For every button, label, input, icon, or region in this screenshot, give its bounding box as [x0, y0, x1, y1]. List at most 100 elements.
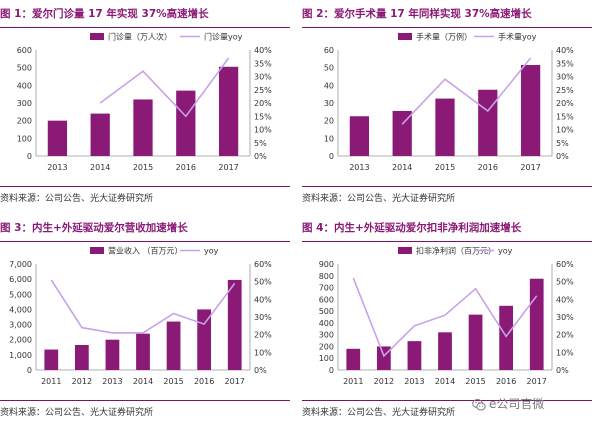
chart-1: 门诊量（万人次） 门诊量yoy 0 100 200 300 400 500 600 0% 5% 10%… — [17, 32, 272, 173]
y-tick-right: 25% — [254, 86, 272, 95]
y-tick-right: 20% — [556, 331, 574, 340]
legend-swatch-bar — [90, 33, 104, 40]
bar — [520, 65, 541, 156]
y-tick-left: 0 — [27, 366, 32, 375]
y-tick-left: 20 — [324, 117, 334, 126]
legend: 营业收入 （百万元） yoy — [90, 246, 219, 256]
bar — [74, 345, 89, 370]
bar — [176, 90, 196, 156]
chart-source: 资料来源：公司公告、光大证券研究所 — [0, 408, 154, 418]
chart-3: 营业收入 （百万元） yoy 0 1,000 2,000 3,000 4,000 5,000 6… — [9, 246, 272, 387]
y-tick-left: 400 — [319, 319, 334, 328]
chart-title: 图 1：爱尔门诊量 17 年实现 37%高速增长 — [0, 8, 209, 20]
y-tick-right: 30% — [254, 313, 272, 322]
y-tick-right: 5% — [254, 139, 267, 148]
x-tick-label: 2014 — [435, 377, 455, 386]
y-tick-right: 40% — [556, 46, 574, 55]
x-tick-label: 2017 — [225, 377, 245, 386]
y-tick-right: 0% — [556, 152, 569, 161]
y-tick-left: 600 — [319, 295, 334, 304]
y-tick-left: 1,000 — [9, 351, 32, 360]
x-tick-label: 2012 — [374, 377, 394, 386]
y-tick-right: 0% — [556, 366, 569, 375]
x-tick-label: 2013 — [102, 377, 122, 386]
y-tick-right: 40% — [254, 295, 272, 304]
legend-swatch-bar — [398, 247, 412, 254]
series-line-yoy — [401, 57, 532, 125]
y-tick-right: 35% — [254, 59, 272, 68]
y-tick-left: 300 — [17, 99, 32, 108]
y-tick-left: 3,000 — [9, 321, 32, 330]
series-line-yoy — [99, 57, 230, 118]
bar — [376, 346, 391, 370]
y-tick-right: 60% — [254, 260, 272, 269]
y-tick-left: 200 — [319, 342, 334, 351]
chart-panel-2: 图 2：爱尔手术量 17 年同样实现 37%高速增长 手术量（万例） 手术量yoy… — [302, 0, 592, 213]
y-tick-right: 30% — [556, 73, 574, 82]
x-tick-label: 2017 — [520, 163, 540, 172]
y-tick-right: 10% — [556, 348, 574, 357]
y-tick-right: 20% — [556, 99, 574, 108]
y-tick-left: 500 — [17, 64, 32, 73]
legend-label-bar: 门诊量（万人次） — [108, 32, 172, 42]
bar — [90, 113, 110, 156]
legend-label-line: yoy — [204, 247, 219, 256]
chart-title: 图 3：内生+外延驱动爱尔营收加速增长 — [0, 222, 188, 234]
x-tick-label: 2016 — [478, 163, 498, 172]
x-tick-label: 2013 — [47, 163, 67, 172]
chart-title: 图 4：内生+外延驱动爱尔扣非净利润加速增长 — [302, 222, 522, 234]
x-tick-label: 2016 — [496, 377, 516, 386]
legend: 门诊量（万人次） 门诊量yoy — [90, 32, 243, 42]
chart-panel-1: 图 1：爱尔门诊量 17 年实现 37%高速增长 门诊量（万人次） 门诊量yoy 0… — [0, 0, 290, 213]
bar — [499, 305, 514, 370]
y-tick-left: 2,000 — [9, 336, 32, 345]
x-tick-label: 2016 — [176, 163, 196, 172]
title-rule — [0, 241, 290, 242]
x-tick-label: 2014 — [90, 163, 110, 172]
bar — [438, 332, 452, 370]
x-tick-label: 2015 — [163, 377, 183, 386]
wechat-icon — [472, 398, 486, 410]
watermark: e公司官微 — [472, 395, 544, 412]
x-tick-label: 2015 — [465, 377, 485, 386]
x-tick-label: 2011 — [343, 377, 363, 386]
legend: 手术量（万例） 手术量yoy — [398, 32, 537, 42]
y-tick-left: 500 — [319, 307, 334, 316]
legend: 扣非净利润（百万元） yoy — [398, 246, 513, 256]
legend-label-bar: 营业收入 （百万元） — [108, 246, 183, 256]
bar — [136, 333, 150, 370]
y-tick-left: 4,000 — [9, 305, 32, 314]
x-tick-label: 2013 — [404, 377, 424, 386]
watermark-text: e公司官微 — [489, 397, 545, 411]
bar — [346, 348, 361, 370]
y-tick-right: 10% — [556, 126, 574, 135]
y-tick-right: 10% — [254, 348, 272, 357]
y-tick-left: 40 — [324, 81, 334, 90]
bar — [435, 98, 455, 156]
y-tick-right: 50% — [254, 278, 272, 287]
x-tick-label: 2013 — [349, 163, 369, 172]
y-tick-left: 6,000 — [9, 275, 32, 284]
y-tick-left: 50 — [324, 64, 334, 73]
y-tick-left: 600 — [17, 46, 32, 55]
y-tick-left: 100 — [17, 134, 32, 143]
legend-swatch-bar — [90, 247, 104, 254]
x-tick-label: 2015 — [133, 163, 153, 172]
y-tick-right: 25% — [556, 86, 574, 95]
source-rule — [0, 186, 290, 187]
y-tick-left: 800 — [319, 272, 334, 281]
y-tick-right: 15% — [254, 112, 272, 121]
bar — [392, 110, 412, 156]
legend-swatch-bar — [398, 33, 412, 40]
y-tick-right: 10% — [254, 126, 272, 135]
title-rule — [0, 27, 290, 28]
bar — [407, 341, 422, 370]
x-tick-label: 2016 — [194, 377, 214, 386]
x-tick-label: 2017 — [527, 377, 547, 386]
title-rule — [302, 27, 592, 28]
legend-label-line: yoy — [498, 247, 513, 256]
chart-4: 扣非净利润（百万元） yoy 0 100 200 300 400 500 600 700 800 90… — [319, 246, 574, 387]
y-tick-left: 10 — [324, 134, 334, 143]
x-tick-label: 2015 — [435, 163, 455, 172]
y-tick-right: 40% — [254, 46, 272, 55]
